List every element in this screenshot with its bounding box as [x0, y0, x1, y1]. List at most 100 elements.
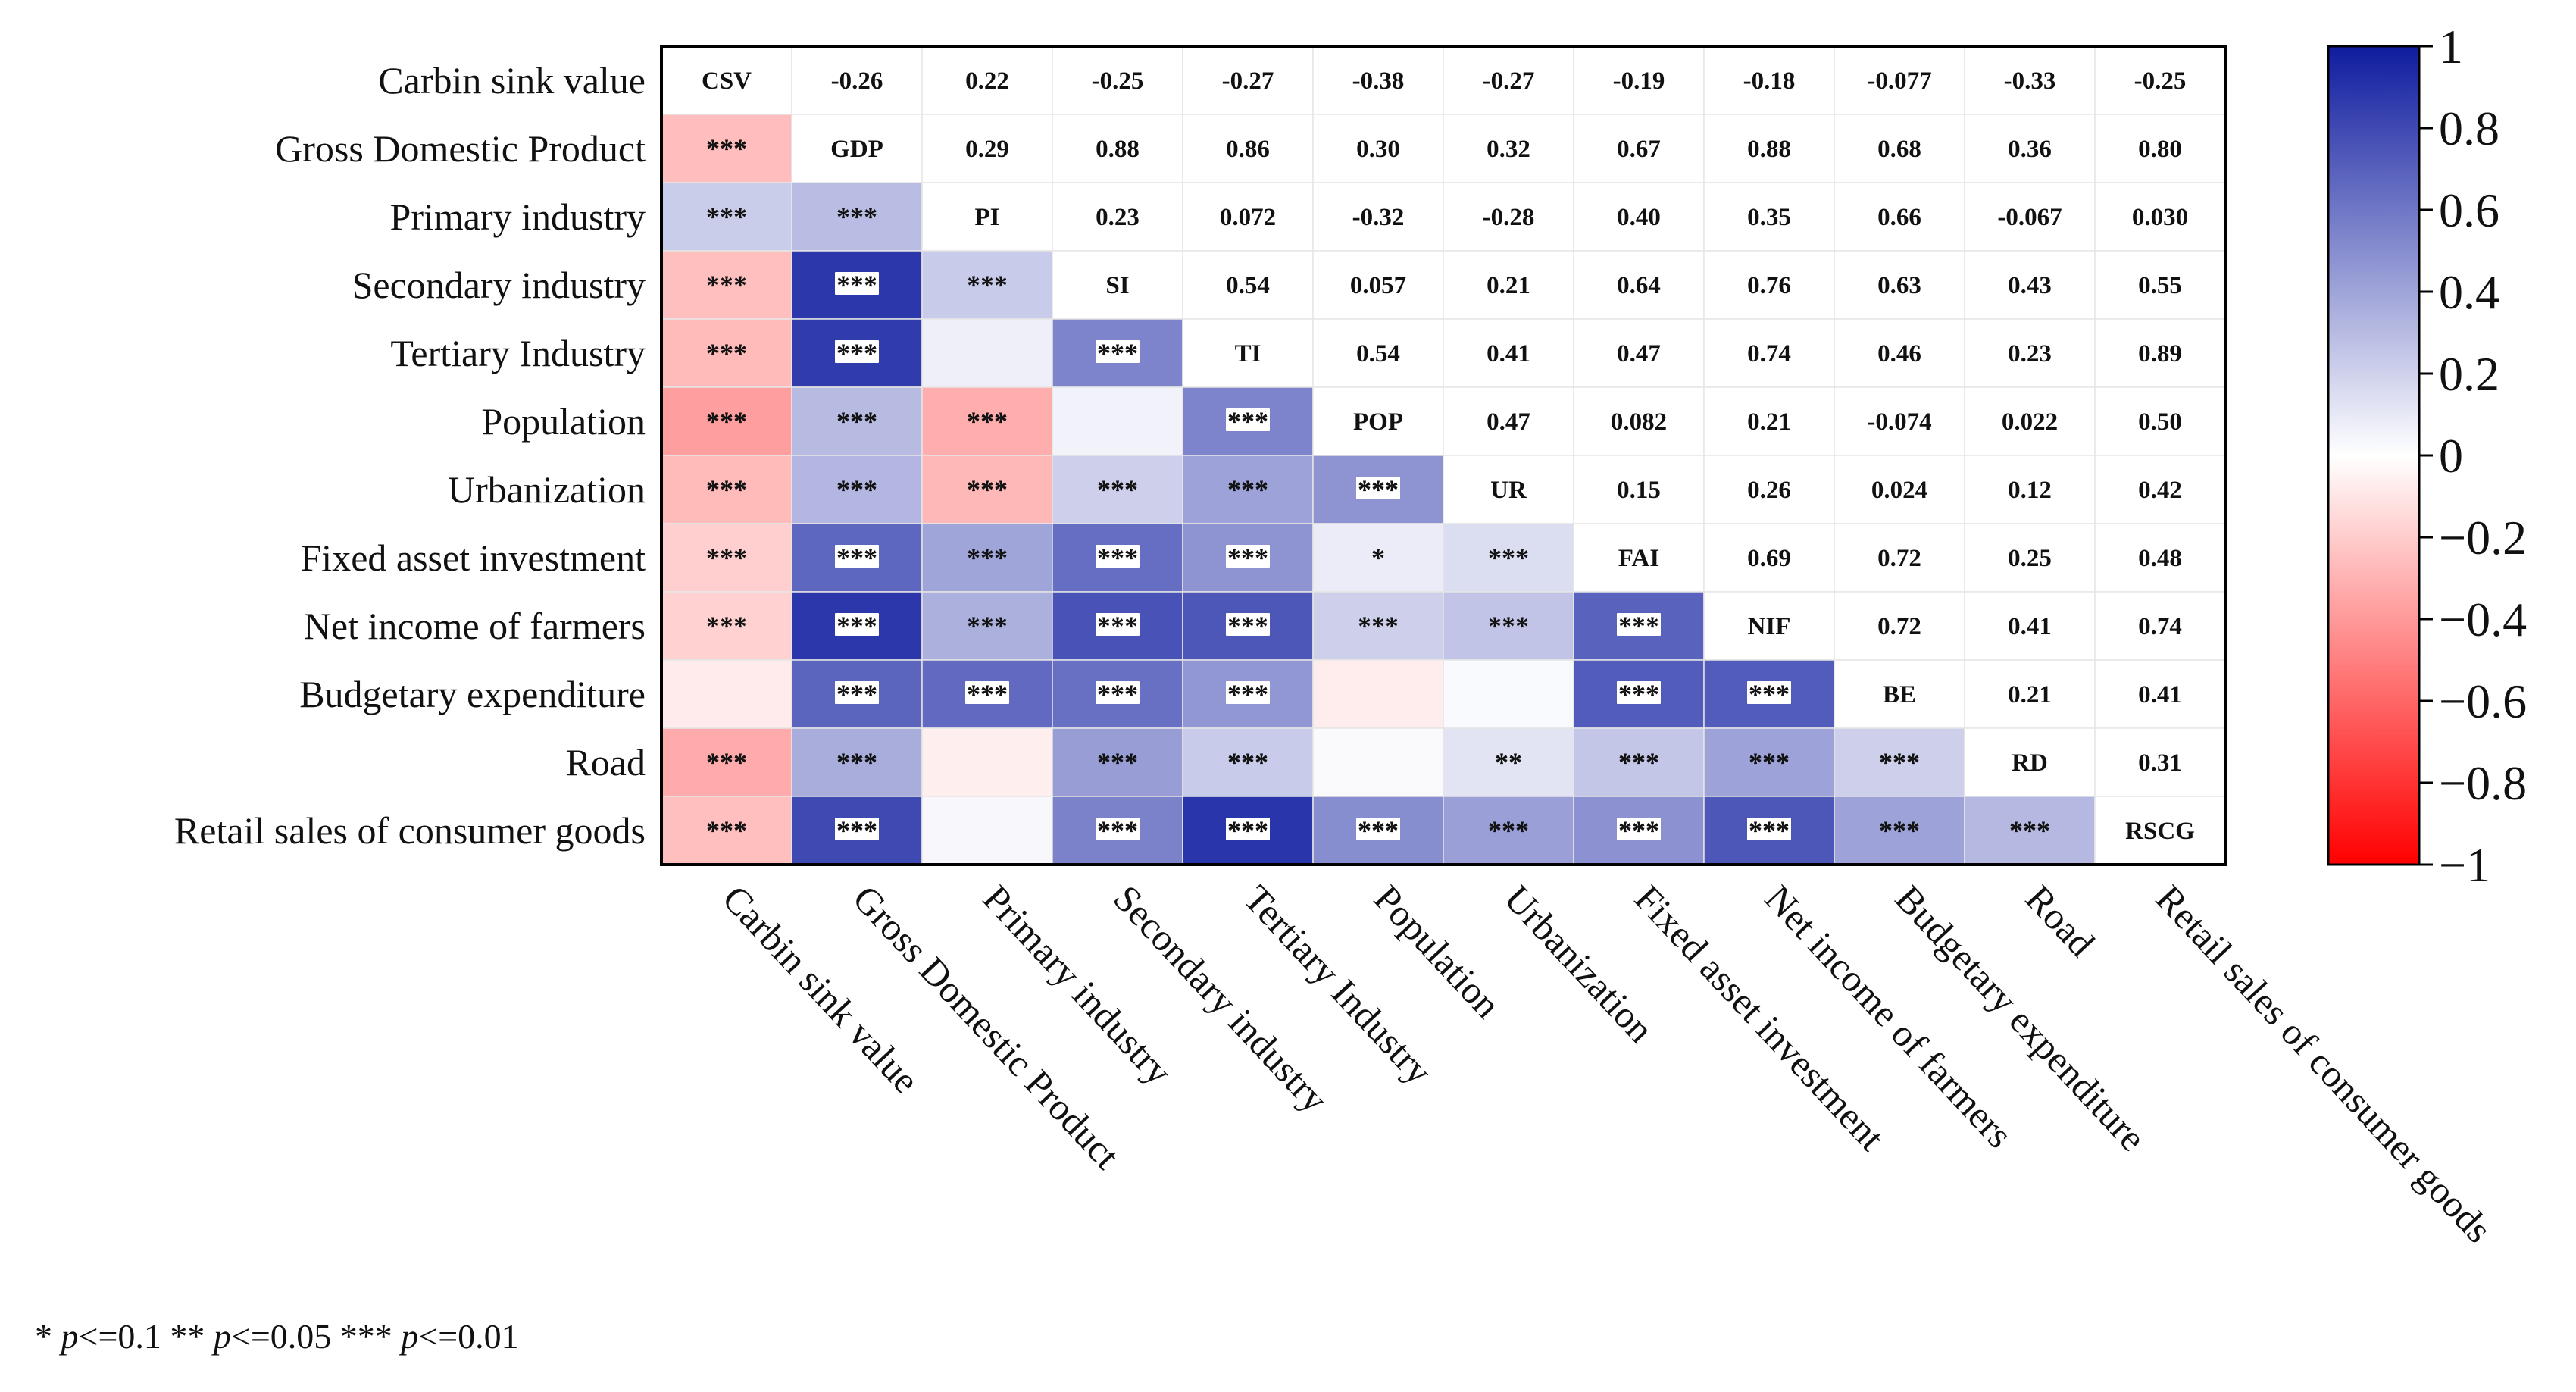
significance-marker: **	[1495, 747, 1522, 777]
correlation-value: 0.23	[1096, 204, 1140, 231]
heatmap-cell	[1703, 455, 1835, 524]
heatmap-cell	[1443, 114, 1574, 183]
significance-marker: ***	[706, 747, 747, 777]
significance-box	[835, 681, 879, 704]
heatmap-cell	[1312, 386, 1444, 456]
heatmap-cell	[791, 386, 923, 456]
correlation-value: -0.32	[1352, 204, 1405, 231]
heatmap-cell	[1964, 455, 2096, 524]
heatmap-cell	[921, 591, 1053, 661]
heatmap-cell	[1052, 250, 1183, 320]
heatmap-cell	[1312, 45, 1444, 115]
row-label: Net income of farmers	[304, 605, 646, 647]
diagonal-label: FAI	[1618, 545, 1659, 572]
footnote-level1: <=0.1 **	[78, 1317, 214, 1356]
significance-marker: ***	[1097, 338, 1138, 368]
column-label: Net income of farmers	[1757, 877, 2021, 1156]
correlation-value: 0.69	[1747, 545, 1791, 572]
correlation-value: -0.28	[1483, 204, 1535, 231]
correlation-value: 0.41	[2008, 613, 2052, 640]
correlation-value: 0.47	[1487, 408, 1530, 436]
significance-marker: ***	[706, 133, 747, 164]
significance-marker: ***	[1227, 815, 1268, 846]
correlation-value: 0.54	[1356, 340, 1400, 368]
heatmap-frame	[660, 45, 2227, 866]
significance-marker: ***	[706, 543, 747, 573]
heatmap-cell	[921, 250, 1053, 320]
heatmap-cell	[1312, 659, 1444, 729]
correlation-value: 0.082	[1611, 408, 1667, 436]
significance-box	[1617, 613, 1661, 636]
significance-box	[835, 340, 879, 363]
significance-box	[1356, 477, 1400, 499]
diagonal-label: SI	[1105, 272, 1129, 299]
heatmap-cell	[1443, 523, 1574, 593]
heatmap-cell	[1964, 796, 2096, 865]
heatmap-cell	[1834, 114, 1965, 183]
diagonal-label: CSV	[702, 67, 752, 95]
heatmap-cell	[2094, 523, 2226, 593]
diagonal-label: POP	[1353, 408, 1403, 436]
significance-marker: ***	[706, 474, 747, 505]
colorbar-tick-label: −0.2	[2439, 511, 2527, 565]
column-label: Gross Domestic Product	[845, 877, 1128, 1177]
heatmap-cell	[791, 45, 923, 115]
row-label: Primary industry	[390, 196, 646, 238]
significance-marker: ***	[1618, 747, 1659, 777]
significance-marker: ***	[706, 202, 747, 232]
significance-marker: ***	[1227, 474, 1268, 505]
heatmap-cell	[1312, 523, 1444, 593]
significance-marker: ***	[706, 406, 747, 436]
significance-marker: ***	[967, 474, 1008, 505]
heatmap-cell	[1834, 45, 1965, 115]
correlation-value: 0.55	[2138, 272, 2182, 299]
correlation-value: 0.74	[2138, 613, 2182, 640]
heatmap-cell	[791, 455, 923, 524]
heatmap-cell-labels: CSV -0.26 0.22 -0.25 -0.27 -0.38 -0.27 -0.19 -0.…	[702, 67, 2195, 846]
row-labels: Carbin sink value Gross Domestic Product P…	[174, 59, 646, 852]
diagonal-label: TI	[1235, 340, 1261, 368]
significance-marker: ***	[1227, 679, 1268, 709]
correlation-value: 0.30	[1356, 136, 1400, 163]
correlation-value: 0.024	[1871, 477, 1927, 504]
significance-marker: ***	[1097, 815, 1138, 846]
heatmap-cell	[1182, 455, 1314, 524]
correlation-value: 0.48	[2138, 545, 2182, 572]
diagonal-label: BE	[1883, 681, 1916, 709]
significance-marker: ***	[1749, 679, 1790, 709]
heatmap-cell	[661, 796, 792, 865]
footnote-p1: p	[61, 1317, 79, 1356]
heatmap-cell	[661, 523, 792, 593]
row-label: Secondary industry	[352, 264, 646, 306]
diagonal-label: PI	[975, 204, 1000, 231]
heatmap-cell	[1573, 455, 1705, 524]
heatmap-cell	[1573, 727, 1705, 797]
row-label: Gross Domestic Product	[275, 127, 646, 170]
heatmap-cell	[1834, 523, 1965, 593]
heatmap-cell	[661, 318, 792, 388]
row-label: Road	[565, 741, 646, 784]
heatmap-cell	[1964, 182, 2096, 252]
correlation-value: -0.25	[1092, 67, 1144, 95]
significance-marker: ***	[1618, 815, 1659, 846]
row-label: Tertiary Industry	[390, 332, 646, 374]
significance-marker: ***	[836, 338, 877, 368]
colorbar-tick-label: 0.4	[2439, 265, 2499, 319]
colorbar-tick-label: 1	[2439, 20, 2463, 74]
colorbar-tick-label: −0.4	[2439, 593, 2527, 646]
significance-box	[1226, 545, 1270, 568]
heatmap-cell	[2094, 182, 2226, 252]
correlation-value: 0.25	[2008, 545, 2052, 572]
correlation-value: 0.41	[2138, 681, 2182, 709]
correlation-value: 0.68	[1877, 136, 1921, 163]
heatmap-cell	[661, 182, 792, 252]
heatmap-cell	[1182, 45, 1314, 115]
significance-marker: ***	[1097, 543, 1138, 573]
significance-box	[1617, 681, 1661, 704]
heatmap-cell	[1964, 591, 2096, 661]
significance-box	[1096, 818, 1140, 840]
correlation-value: -0.33	[2004, 67, 2056, 95]
significance-marker: ***	[1097, 679, 1138, 709]
correlation-value: 0.80	[2138, 136, 2182, 163]
